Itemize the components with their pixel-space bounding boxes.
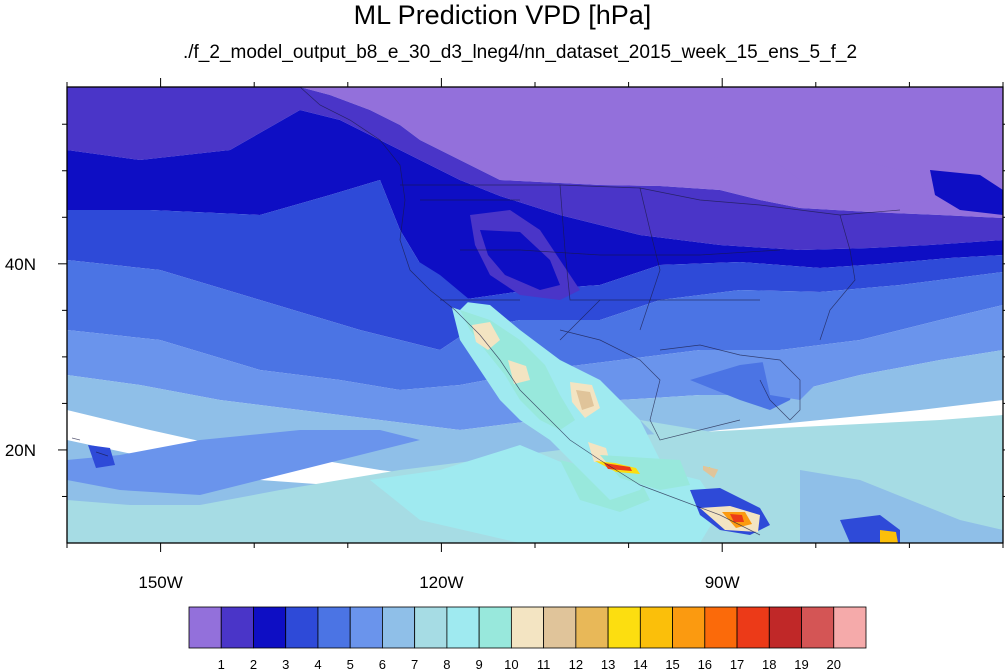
colorbar-label: 10 xyxy=(504,657,518,672)
vpd-contour xyxy=(640,420,820,480)
map-boundary xyxy=(71,437,109,457)
x-tick-label: 120W xyxy=(419,573,463,592)
vpd-contour xyxy=(760,350,820,400)
colorbar-label: 5 xyxy=(347,657,354,672)
vpd-contour xyxy=(508,360,530,384)
colorbar-label: 20 xyxy=(827,657,841,672)
vpd-contour xyxy=(67,180,1003,350)
colorbar-swatch xyxy=(801,606,835,649)
vpd-contour xyxy=(472,322,500,350)
y-tick-label: 20N xyxy=(5,441,36,460)
colorbar-label: 14 xyxy=(633,657,647,672)
vpd-contour xyxy=(604,463,632,471)
colorbar-swatch xyxy=(704,606,738,649)
vpd-contour xyxy=(88,445,115,468)
chart-title: ML Prediction VPD [hPa] xyxy=(353,0,652,30)
colorbar-label: 19 xyxy=(794,657,808,672)
colorbar-label: 7 xyxy=(411,657,418,672)
vpd-contour xyxy=(420,120,500,160)
colorbar-swatch xyxy=(317,606,351,649)
colorbar-label: 13 xyxy=(601,657,615,672)
vpd-contour xyxy=(700,150,800,200)
colorbar-swatch xyxy=(414,606,448,649)
colorbar-swatch xyxy=(607,606,641,649)
vpd-contour xyxy=(67,87,1003,250)
colorbar-swatch xyxy=(478,606,512,649)
axes: 150W 120W 90W 20N 40N xyxy=(5,78,1005,592)
vpd-contour xyxy=(730,514,744,522)
vpd-contour xyxy=(576,390,594,410)
vpd-contour xyxy=(600,455,690,490)
colorbar-swatch xyxy=(672,606,706,649)
colorbar-swatch xyxy=(736,606,770,649)
vpd-contour xyxy=(67,305,1003,430)
map-area xyxy=(67,87,1003,543)
colorbar-swatch xyxy=(639,606,673,649)
x-tick-label: 90W xyxy=(705,573,740,592)
colorbar-swatch xyxy=(220,606,254,649)
colorbar: 1 2 3 4 5 6 7 8 9 10 11 12 13 14 15 16 17 18 19 20 xyxy=(188,606,867,672)
colorbar-swatch xyxy=(253,606,287,649)
vpd-contour xyxy=(67,260,1003,390)
chart-subtitle: ./f_2_model_output_b8_e_30_d3_lneg4/nn_d… xyxy=(182,42,858,63)
vpd-contour xyxy=(67,110,1003,300)
map-boundary xyxy=(559,329,741,441)
colorbar-label: 12 xyxy=(569,657,583,672)
colorbar-label: 4 xyxy=(314,657,321,672)
colorbar-swatch xyxy=(543,606,577,649)
vpd-contour xyxy=(370,445,720,543)
colorbar-swatch xyxy=(349,606,383,649)
map-boundary xyxy=(299,87,761,536)
y-tick-label: 40N xyxy=(5,255,36,274)
map-boundary xyxy=(639,187,661,331)
colorbar-label: 6 xyxy=(379,657,386,672)
colorbar-label: 9 xyxy=(476,657,483,672)
colorbar-swatch xyxy=(833,606,867,649)
vpd-contour xyxy=(880,530,898,543)
colorbar-swatch xyxy=(382,606,416,649)
colorbar-swatch xyxy=(446,606,480,649)
x-tick-label: 150W xyxy=(138,573,182,592)
vpd-contour xyxy=(930,170,1003,215)
colorbar-label: 3 xyxy=(282,657,289,672)
colorbar-label: 17 xyxy=(730,657,744,672)
colorbar-label: 2 xyxy=(250,657,257,672)
colorbar-swatch xyxy=(510,606,545,649)
colorbar-label: 1 xyxy=(218,657,225,672)
vpd-contour xyxy=(400,250,470,310)
colorbar-swatch xyxy=(768,606,802,649)
colorbar-swatch xyxy=(285,606,319,649)
colorbar-label: 11 xyxy=(537,657,551,672)
colorbar-label: 18 xyxy=(762,657,776,672)
vpd-contour xyxy=(860,160,930,210)
colorbar-swatch xyxy=(575,606,609,649)
map-boundary xyxy=(659,344,801,421)
map-boundary xyxy=(420,199,781,341)
vpd-contour xyxy=(480,230,560,290)
colorbar-label: 15 xyxy=(665,657,679,672)
map-boundary xyxy=(819,214,856,341)
colorbar-label: 8 xyxy=(443,657,450,672)
vpd-contour xyxy=(67,430,420,495)
colorbar-swatch xyxy=(188,606,222,649)
colorbar-label: 16 xyxy=(698,657,712,672)
